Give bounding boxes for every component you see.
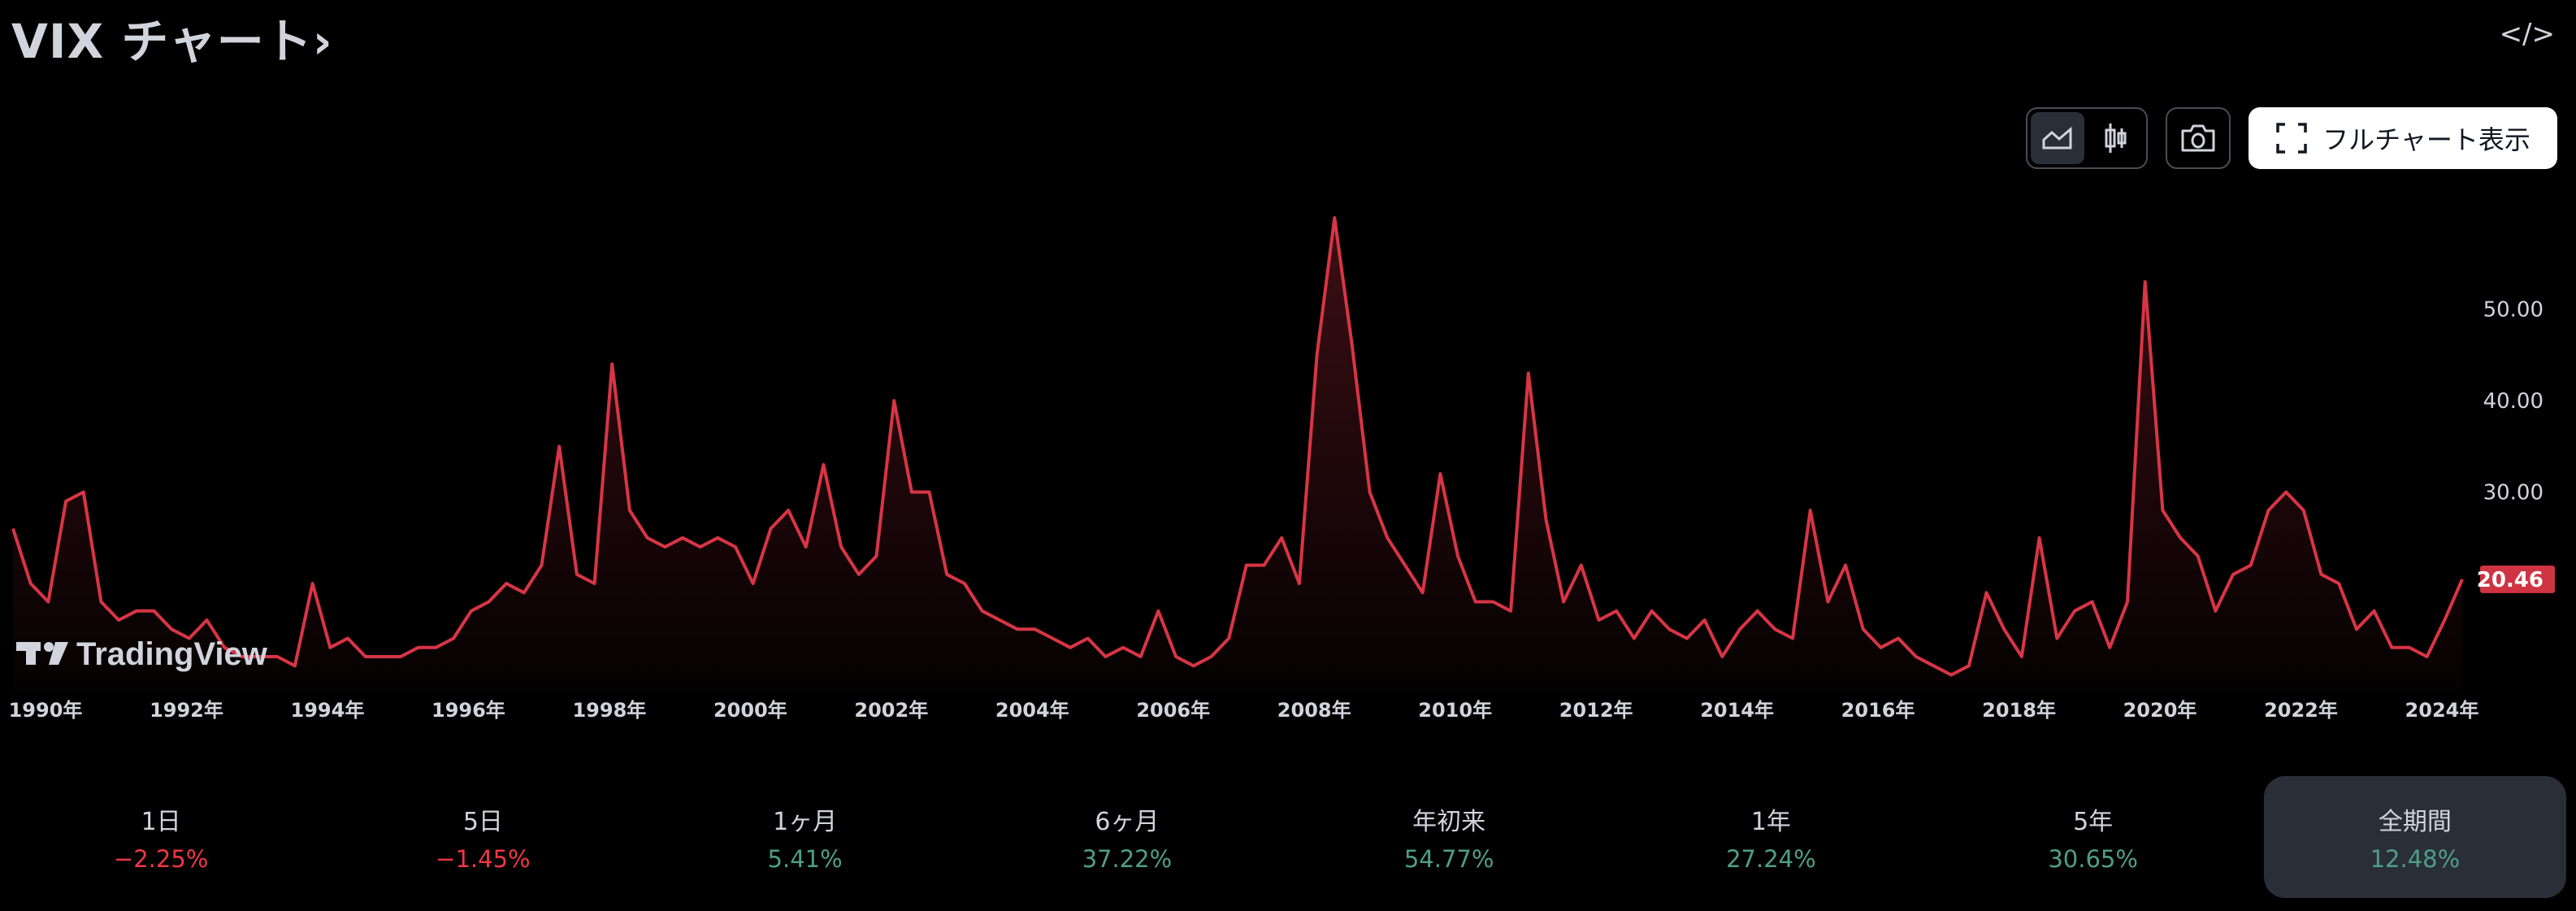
x-tick-label: 2006年 [1136, 699, 1210, 722]
stat-value: 12.48% [2370, 845, 2461, 873]
x-tick-label: 1992年 [150, 699, 223, 722]
area-chart-button[interactable] [2031, 112, 2084, 164]
full-chart-button[interactable]: フルチャート表示 [2249, 107, 2557, 169]
x-tick-label: 2008年 [1277, 699, 1351, 722]
screenshot-button[interactable] [2166, 107, 2231, 169]
x-tick-label: 1996年 [432, 699, 505, 722]
x-tick-label: 2004年 [995, 699, 1069, 722]
stat-label: 1ヶ月 [773, 808, 838, 836]
code-icon[interactable]: </> [2499, 18, 2555, 50]
stat-label: 全期間 [2378, 808, 2452, 836]
x-tick-label: 1998年 [572, 699, 646, 722]
candlestick-icon [2105, 124, 2127, 153]
last-price-label: 20.46 [2477, 568, 2543, 592]
stat-value: −2.25% [113, 845, 209, 873]
x-tick-label: 2014年 [1700, 699, 1774, 722]
stat-period-7[interactable]: 全期間 12.48% [2263, 776, 2566, 898]
stat-period-0[interactable]: 1日 −2.25% [10, 776, 312, 898]
stat-label: 6ヶ月 [1095, 808, 1160, 836]
y-tick-label: 50.00 [2483, 298, 2543, 323]
candlestick-button[interactable] [2089, 112, 2143, 164]
performance-stats: 1日 −2.25% 5日 −1.45% 1ヶ月 5.41% 6ヶ月 37.22% 年初来 54.7… [0, 776, 2576, 898]
stat-value: −1.45% [436, 845, 531, 873]
y-tick-label: 30.00 [2483, 481, 2543, 505]
svg-text:TradingView: TradingView [76, 636, 268, 672]
x-tick-label: 2024年 [2405, 699, 2479, 722]
tradingview-logo: TradingView [16, 636, 268, 672]
chart-type-switch [2026, 107, 2148, 169]
stat-value: 54.77% [1403, 845, 1494, 873]
x-tick-label: 2022年 [2264, 699, 2338, 722]
x-tick-label: 2016年 [1841, 699, 1915, 722]
stat-value: 30.65% [2048, 845, 2138, 873]
x-tick-label: 1990年 [9, 699, 83, 722]
last-price-badge [2480, 565, 2555, 593]
stat-period-6[interactable]: 5年 30.65% [1942, 776, 2244, 898]
stat-period-2[interactable]: 1ヶ月 5.41% [654, 776, 956, 898]
stat-label: 1日 [141, 808, 181, 836]
x-tick-label: 2018年 [1982, 699, 2056, 722]
page-title[interactable]: VIX チャート› [11, 14, 333, 69]
price-area-fill [13, 218, 2462, 691]
price-line [11, 216, 2464, 677]
stat-period-5[interactable]: 1年 27.24% [1620, 776, 1922, 898]
stat-period-1[interactable]: 5日 −1.45% [332, 776, 634, 898]
stat-label: 1年 [1750, 808, 1791, 836]
stat-period-4[interactable]: 年初来 54.77% [1298, 776, 1600, 898]
x-tick-label: 1994年 [291, 699, 365, 722]
x-tick-label: 2020年 [2123, 699, 2197, 722]
x-tick-label: 2002年 [854, 699, 928, 722]
x-tick-label: 2012年 [1559, 699, 1633, 722]
camera-icon [2181, 124, 2215, 152]
stat-label: 5年 [2073, 808, 2114, 836]
full-chart-label: フルチャート表示 [2322, 124, 2530, 155]
fullscreen-icon [2276, 123, 2307, 154]
stat-value: 37.22% [1082, 845, 1173, 873]
area-chart-icon [2042, 126, 2072, 150]
stat-label: 年初来 [1412, 808, 1486, 836]
x-tick-label: 2010年 [1418, 699, 1492, 722]
stat-value: 5.41% [767, 845, 843, 873]
stat-period-3[interactable]: 6ヶ月 37.22% [976, 776, 1278, 898]
chart-toolbar: フルチャート表示 [2026, 107, 2557, 169]
x-tick-label: 2000年 [713, 699, 787, 722]
stat-label: 5日 [462, 808, 503, 836]
stat-value: 27.24% [1726, 845, 1816, 873]
y-tick-label: 40.00 [2483, 389, 2543, 414]
